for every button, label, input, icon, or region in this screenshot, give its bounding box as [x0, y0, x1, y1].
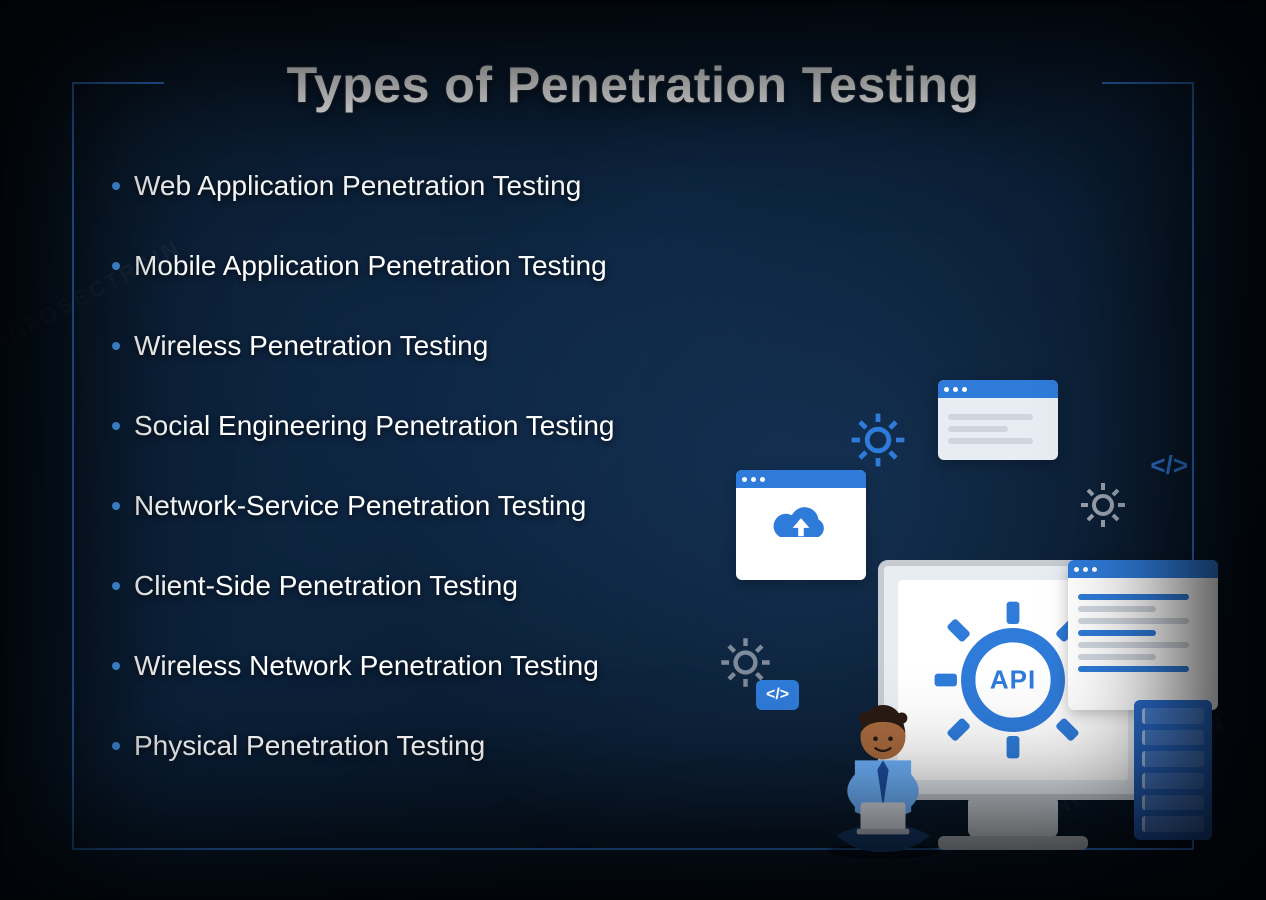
monitor-base: [938, 836, 1088, 850]
list-item: Network-Service Penetration Testing: [112, 490, 614, 522]
cloud-window-icon: [736, 470, 866, 580]
list-item-label: Web Application Penetration Testing: [134, 170, 581, 202]
monitor-stand: [968, 798, 1058, 838]
list-item-label: Physical Penetration Testing: [134, 730, 485, 762]
list-item: Social Engineering Penetration Testing: [112, 410, 614, 442]
list-item-label: Mobile Application Penetration Testing: [134, 250, 607, 282]
cloud-upload-icon: [766, 498, 836, 548]
list-item-label: Network-Service Penetration Testing: [134, 490, 586, 522]
bullet-icon: [112, 662, 120, 670]
list-item-label: Client-Side Penetration Testing: [134, 570, 518, 602]
list-item-label: Wireless Penetration Testing: [134, 330, 488, 362]
code-badge-icon: </>: [756, 680, 799, 710]
bullet-icon: [112, 502, 120, 510]
list-item: Web Application Penetration Testing: [112, 170, 614, 202]
bullet-icon: [112, 182, 120, 190]
list-item: Client-Side Penetration Testing: [112, 570, 614, 602]
bullet-icon: [112, 262, 120, 270]
bullet-icon: [112, 582, 120, 590]
api-illustration: </>: [718, 380, 1218, 860]
list-item-label: Wireless Network Penetration Testing: [134, 650, 599, 682]
server-rack-icon: [1134, 700, 1212, 840]
code-tag-icon: </>: [1150, 450, 1188, 481]
code-window-icon: [1068, 560, 1218, 710]
bullet-icon: [112, 742, 120, 750]
window-icon: [938, 380, 1058, 460]
list-item: Wireless Penetration Testing: [112, 330, 614, 362]
gear-icon: [1078, 480, 1128, 530]
person-with-laptop-icon: [808, 670, 958, 860]
gear-icon: [848, 410, 908, 470]
testing-types-list: Web Application Penetration Testing Mobi…: [112, 170, 614, 762]
list-item: Physical Penetration Testing: [112, 730, 614, 762]
bullet-icon: [112, 342, 120, 350]
list-item: Wireless Network Penetration Testing: [112, 650, 614, 682]
list-item-label: Social Engineering Penetration Testing: [134, 410, 614, 442]
bullet-icon: [112, 422, 120, 430]
list-item: Mobile Application Penetration Testing: [112, 250, 614, 282]
api-label: API: [990, 665, 1036, 696]
